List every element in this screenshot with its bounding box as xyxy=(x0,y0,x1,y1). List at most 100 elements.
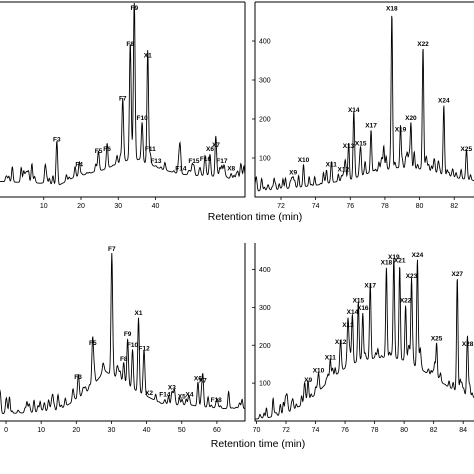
peak-label-f15: F15 xyxy=(188,158,200,165)
peak-label-f7: F7 xyxy=(119,95,127,102)
peak-label-x8: X8 xyxy=(227,166,235,173)
peak-label-f13: F13 xyxy=(150,158,162,165)
peak-label-x19: X19 xyxy=(395,127,407,134)
x-tick-label: 10 xyxy=(40,203,48,210)
peak-label-f17: F17 xyxy=(216,158,228,165)
x-tick-label: 30 xyxy=(114,203,122,210)
peak-label-x10: X10 xyxy=(313,368,325,375)
peak-label-f12: F12 xyxy=(139,345,151,352)
x-tick-label: 78 xyxy=(371,427,379,434)
peak-label-x10: X10 xyxy=(298,157,310,164)
peak-label-x9: X9 xyxy=(304,377,312,384)
peak-label-x21: X21 xyxy=(394,258,406,265)
peak-label-x14: X14 xyxy=(348,107,360,114)
peak-label-f7: F7 xyxy=(108,246,116,253)
peak-label-x20: X20 xyxy=(405,115,417,122)
peak-label-x17: X17 xyxy=(364,282,376,289)
peak-label-x6: X6 xyxy=(194,376,202,383)
y-tick-label: 100 xyxy=(259,156,271,163)
x-tick-label: 84 xyxy=(459,427,467,434)
y-tick-label: 400 xyxy=(259,39,271,46)
x-tick-label: 0 xyxy=(4,427,8,434)
x-tick-label: 76 xyxy=(346,203,354,210)
peak-label-x27: X27 xyxy=(451,271,463,278)
x-tick-label: 72 xyxy=(282,427,290,434)
peak-label-x2: X2 xyxy=(145,390,153,397)
peak-label-f5: F5 xyxy=(89,340,97,347)
peak-label-f14: F14 xyxy=(175,166,187,173)
x-tick-label: 40 xyxy=(152,203,160,210)
chart-panel-top-right: 72 74 76 78 80 82100200300400X9X10X11X12X13X1… xyxy=(252,1,474,210)
x-tick-label: 82 xyxy=(450,203,458,210)
peak-label-f11: F11 xyxy=(145,146,156,153)
x-tick-label: 30 xyxy=(108,427,116,434)
peak-label-x7: X7 xyxy=(199,377,207,384)
peak-label-x19: X19 xyxy=(388,254,400,261)
y-tick-label: 200 xyxy=(259,343,271,350)
x-tick-label: 78 xyxy=(381,203,389,210)
plot-frame xyxy=(0,1,246,198)
x-tick-label: 20 xyxy=(77,203,85,210)
chromatogram-trace xyxy=(254,15,474,192)
peak-label-f18: F18 xyxy=(211,397,223,404)
peak-label-x18: X18 xyxy=(386,6,398,13)
peak-label-x22: X22 xyxy=(400,297,412,304)
y-tick-label: 300 xyxy=(259,305,271,312)
x-tick-label: 70 xyxy=(253,427,261,434)
x-axis-label: Retention time (min) xyxy=(211,438,306,450)
x-tick-label: 76 xyxy=(341,427,349,434)
peak-label-x23: X23 xyxy=(406,273,418,280)
peak-label-x1: X1 xyxy=(144,53,152,60)
peak-label-x13: X13 xyxy=(343,143,355,150)
y-tick-label: 400 xyxy=(259,267,271,274)
peak-label-x4: X4 xyxy=(185,392,193,399)
x-tick-label: 74 xyxy=(312,203,320,210)
peak-label-x15: X15 xyxy=(355,140,367,147)
peak-label-x5: X5 xyxy=(178,393,186,400)
plot-frame xyxy=(0,243,246,422)
peak-label-f10: F10 xyxy=(127,342,139,349)
chromatogram-trace xyxy=(254,257,474,420)
peak-label-f6: F6 xyxy=(103,146,111,153)
peak-label-x11: X11 xyxy=(325,354,337,361)
peak-label-x24: X24 xyxy=(438,97,450,104)
chromatogram-trace xyxy=(0,252,246,415)
x-tick-label: 80 xyxy=(416,203,424,210)
peak-label-f4: F4 xyxy=(75,162,83,169)
x-tick-label: 10 xyxy=(37,427,45,434)
peak-label-x14: X14 xyxy=(347,309,359,316)
chart-panel-bottom-left: 0 10 20 30 40 50 60 Retention time (min) F3 F5 F7 F… xyxy=(0,243,305,450)
peak-label-f8: F8 xyxy=(126,41,134,48)
x-tick-label: 20 xyxy=(72,427,80,434)
peak-label-x12: X12 xyxy=(335,339,347,346)
peak-label-f10: F10 xyxy=(137,115,149,122)
peak-label-x28: X28 xyxy=(462,341,474,348)
x-tick-label: 80 xyxy=(400,427,408,434)
peak-label-x1: X1 xyxy=(135,310,143,317)
peak-label-x3: X3 xyxy=(168,385,176,392)
x-tick-label: 50 xyxy=(178,427,186,434)
y-tick-label: 200 xyxy=(259,117,271,124)
plot-frame xyxy=(254,1,474,198)
y-tick-label: 100 xyxy=(259,381,271,388)
peak-label-f3: F3 xyxy=(74,374,82,381)
peak-label-x6: X6 xyxy=(206,146,214,153)
peak-label-f8: F8 xyxy=(120,356,128,363)
peak-label-f9: F9 xyxy=(131,5,139,12)
x-tick-label: 74 xyxy=(312,427,320,434)
peak-label-f3: F3 xyxy=(53,136,61,143)
peak-label-x11: X11 xyxy=(326,162,338,169)
x-tick-label: 72 xyxy=(277,203,285,210)
x-tick-label: 60 xyxy=(213,427,221,434)
peak-label-x25: X25 xyxy=(431,335,443,342)
peak-label-x22: X22 xyxy=(417,41,429,48)
peak-label-f9: F9 xyxy=(124,331,132,338)
peak-label-f16: F16 xyxy=(200,156,212,163)
peak-label-x13: X13 xyxy=(342,322,354,329)
chromatogram-trace xyxy=(0,2,246,186)
peak-label-x25: X25 xyxy=(461,146,473,153)
peak-label-x24: X24 xyxy=(412,252,424,259)
peak-label-f14: F14 xyxy=(159,392,171,399)
